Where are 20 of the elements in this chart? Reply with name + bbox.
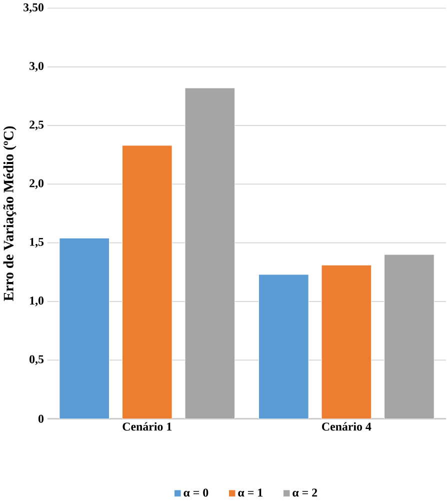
x-tick-label: Cenário 1 [122,422,172,431]
bar [258,274,309,419]
bar [384,254,434,419]
legend-label: α = 1 [238,488,263,497]
bar [59,238,110,419]
bar [321,264,372,419]
x-tick-label: Cenário 4 [322,422,372,431]
legend-label: α = 0 [184,488,208,497]
y-axis-title: Erro de Variação Médio (ºC) [3,126,16,301]
bar [184,88,236,419]
y-tick-label: 0 [38,414,44,423]
y-tick-label: 0,5 [30,355,44,365]
y-tick-label: 1,5 [30,238,44,248]
y-tick-label: 1,0 [30,296,44,306]
bar [122,145,172,419]
y-tick-label: 2,5 [30,120,44,130]
legend-label: α = 2 [292,488,318,497]
y-tick-label: 2,0 [30,179,44,190]
y-tick-label: 3,50 [24,3,44,14]
y-tick-label: 3,0 [30,62,44,72]
